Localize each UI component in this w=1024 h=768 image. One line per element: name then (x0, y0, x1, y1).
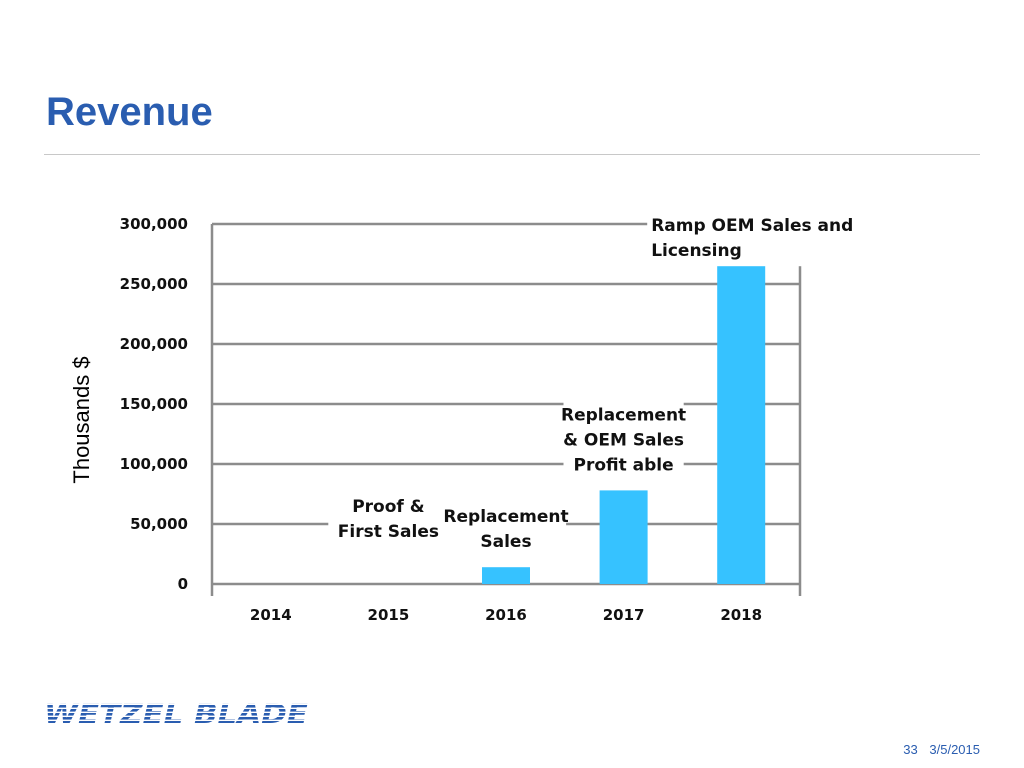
x-tick-label: 2014 (250, 606, 292, 624)
x-tick-labels: 2014 2015 2016 2017 2018 (250, 606, 762, 624)
slide-footer: 33 3/5/2015 (895, 742, 980, 757)
bar-2018 (717, 261, 766, 584)
annotation-line: Ramp OEM Sales and (651, 216, 853, 236)
annotation-2018: Ramp OEM Sales and Licensing (647, 212, 853, 267)
annotation-line: Replacement (443, 507, 568, 527)
annotation-line: Replacement (561, 405, 686, 425)
slide-date: 3/5/2015 (929, 742, 980, 757)
page-number: 33 (903, 742, 918, 757)
y-tick-label: 50,000 (130, 515, 188, 533)
y-tick-label: 150,000 (120, 395, 188, 413)
bar-2016 (482, 567, 530, 584)
annotation-2015: Proof & First Sales (328, 493, 449, 547)
annotation-line: First Sales (338, 522, 439, 542)
y-tick-label: 250,000 (120, 275, 188, 293)
y-tick-labels: 0 50,000 100,000 150,000 200,000 250,000 300,0… (120, 215, 188, 593)
annotation-line: Sales (480, 532, 531, 552)
annotation-line: & OEM Sales (563, 430, 684, 450)
wetzel-blade-logo: WETZEL BLADE (44, 699, 309, 729)
slide-title: Revenue (46, 90, 213, 134)
annotation-line: Profit able (574, 455, 674, 475)
annotation-background (445, 503, 567, 558)
annotation-2017: Replacement & OEM Sales Profit able (561, 401, 686, 481)
annotation-line: Proof & (352, 497, 425, 517)
y-tick-label: 0 (178, 575, 188, 593)
bar-annotations: Proof &First SalesReplacementSalesReplac… (328, 212, 853, 558)
x-tick-label: 2016 (485, 606, 527, 624)
y-tick-label: 100,000 (120, 455, 188, 473)
logo-wordmark: WETZEL BLADE (44, 699, 309, 729)
x-tick-label: 2018 (720, 606, 762, 624)
bars (482, 261, 766, 584)
y-tick-label: 300,000 (120, 215, 188, 233)
annotation-2016: Replacement Sales (443, 503, 569, 558)
annotation-line: Licensing (651, 241, 742, 261)
y-tick-label: 200,000 (120, 335, 188, 353)
x-tick-label: 2017 (603, 606, 645, 624)
annotation-background (328, 493, 449, 547)
bar-2017 (599, 490, 648, 584)
title-divider (44, 154, 980, 155)
annotation-background (647, 212, 839, 267)
annotation-background (563, 401, 684, 481)
x-tick-label: 2015 (368, 606, 410, 624)
